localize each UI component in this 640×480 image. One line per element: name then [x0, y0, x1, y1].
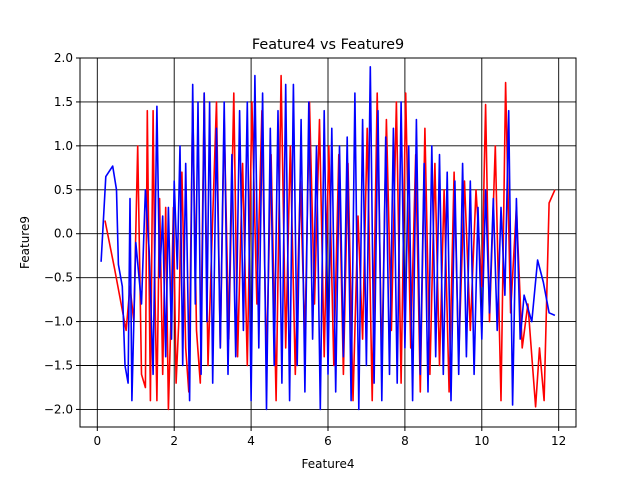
y-tick-label: −1.0 — [44, 315, 73, 329]
x-axis-label: Feature4 — [302, 457, 355, 471]
x-tick-label: 8 — [401, 434, 409, 448]
y-axis-label: Feature9 — [18, 216, 32, 269]
y-tick-label: 0.0 — [54, 227, 73, 241]
series-group — [100, 66, 556, 411]
y-tick-label: −1.5 — [44, 359, 73, 373]
x-tick-label: 12 — [551, 434, 566, 448]
chart-title: Feature4 vs Feature9 — [252, 37, 404, 53]
y-tick-label: 1.5 — [54, 95, 73, 109]
x-tick-label: 4 — [247, 434, 255, 448]
x-tick-label: 0 — [93, 434, 101, 448]
y-tick-label: −2.0 — [44, 402, 73, 416]
y-tick-label: 1.0 — [54, 139, 73, 153]
y-tick-label: −0.5 — [44, 271, 73, 285]
ticks: 0 2 4 6 8 10 12 −2.0 −1.5 −1.0 −0.5 0.0 0.5 1.0 1.5 2.0 — [44, 51, 566, 448]
x-tick-label: 10 — [474, 434, 489, 448]
series-line-2 — [100, 66, 556, 411]
x-tick-label: 2 — [170, 434, 178, 448]
y-tick-label: 2.0 — [54, 51, 73, 65]
y-tick-label: 0.5 — [54, 183, 73, 197]
x-tick-label: 6 — [324, 434, 332, 448]
